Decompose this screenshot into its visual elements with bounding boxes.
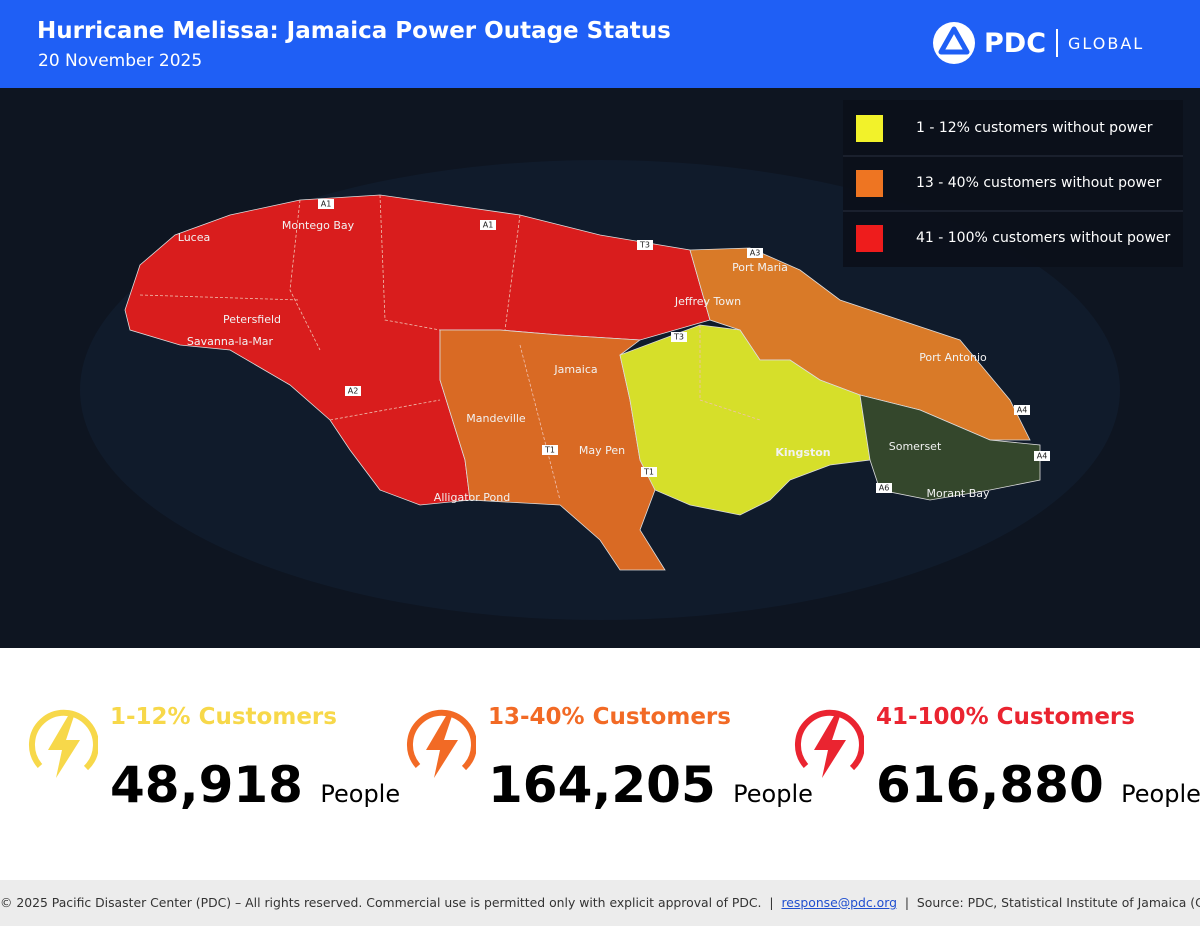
place-label: Petersfield xyxy=(223,313,281,326)
place-label: Somerset xyxy=(889,440,942,453)
legend-label: 13 - 40% customers without power xyxy=(916,175,1162,191)
stat-value: 48,918 People xyxy=(110,756,400,814)
stat-number: 164,205 xyxy=(488,756,716,814)
source: Source: PDC, Statistical Institute of Ja… xyxy=(916,895,1200,910)
logo-text: PDC xyxy=(984,28,1046,59)
road-label: A4 xyxy=(1037,452,1048,461)
place-label: Morant Bay xyxy=(926,487,990,500)
stat-number: 616,880 xyxy=(876,756,1104,814)
legend-swatch xyxy=(856,225,883,252)
legend: 1 - 12% customers without power 13 - 40%… xyxy=(843,100,1183,267)
place-label: Montego Bay xyxy=(282,219,355,232)
place-label: Jeffrey Town xyxy=(674,295,741,308)
place-label: Savanna-la-Mar xyxy=(187,335,274,348)
legend-swatch xyxy=(856,115,883,142)
place-label: Jamaica xyxy=(553,363,597,376)
place-label: Mandeville xyxy=(466,412,526,425)
road-label: T1 xyxy=(544,446,555,455)
place-label: Kingston xyxy=(775,446,830,459)
stat-unit: People xyxy=(1121,780,1200,808)
footer: © 2025 Pacific Disaster Center (PDC) – A… xyxy=(0,880,1200,926)
stat-unit: People xyxy=(733,780,813,808)
place-labels: Montego Bay Lucea Petersfield Savanna-la… xyxy=(178,219,990,504)
bolt-icon xyxy=(406,709,476,778)
bolt-icon xyxy=(794,709,864,778)
header: Hurricane Melissa: Jamaica Power Outage … xyxy=(0,0,1200,88)
road-label: T3 xyxy=(639,241,650,250)
road-label: A6 xyxy=(879,484,890,493)
legend-swatch xyxy=(856,170,883,197)
stat: 41-100% Customers 616,880 People xyxy=(794,700,1200,820)
stat-unit: People xyxy=(320,780,401,808)
email-link[interactable]: response@pdc.org xyxy=(781,895,897,910)
road-label: A1 xyxy=(483,221,494,230)
stat-value: 164,205 People xyxy=(488,756,813,814)
stat-label: 41-100% Customers xyxy=(876,704,1135,730)
legend-label: 41 - 100% customers without power xyxy=(916,230,1171,246)
stat-number: 48,918 xyxy=(110,756,303,814)
road-labels: A1 A1 A2 A3 A4 A4 A6 T1 T1 T3 T3 xyxy=(318,199,1050,493)
place-label: Alligator Pond xyxy=(434,491,510,504)
stat-label: 13-40% Customers xyxy=(488,704,731,730)
date: 20 November 2025 xyxy=(38,51,203,71)
separator: | xyxy=(769,895,774,910)
stat: 1-12% Customers 48,918 People xyxy=(28,700,400,820)
road-label: T3 xyxy=(673,333,684,342)
map: 1 - 12% customers without power 13 - 40%… xyxy=(0,88,1200,648)
stat-label: 1-12% Customers xyxy=(110,704,337,730)
copyright: © 2025 Pacific Disaster Center (PDC) – A… xyxy=(0,895,762,910)
bolt-icon xyxy=(28,709,98,778)
road-label: A1 xyxy=(321,200,332,209)
road-label: A4 xyxy=(1017,406,1028,415)
stat: 13-40% Customers 164,205 People xyxy=(406,700,813,820)
place-label: Lucea xyxy=(178,231,210,244)
title: Hurricane Melissa: Jamaica Power Outage … xyxy=(37,18,671,44)
road-label: A3 xyxy=(750,249,761,258)
legend-label: 1 - 12% customers without power xyxy=(916,120,1153,136)
logo-subtext: GLOBAL xyxy=(1068,34,1144,53)
stat-value: 616,880 People xyxy=(876,756,1200,814)
logo: PDC GLOBAL xyxy=(933,22,1144,64)
place-label: May Pen xyxy=(579,444,625,457)
road-label: T1 xyxy=(643,468,654,477)
separator: | xyxy=(904,895,910,910)
road-label: A2 xyxy=(348,387,359,396)
place-label: Port Maria xyxy=(732,261,788,274)
place-label: Port Antonio xyxy=(919,351,987,364)
